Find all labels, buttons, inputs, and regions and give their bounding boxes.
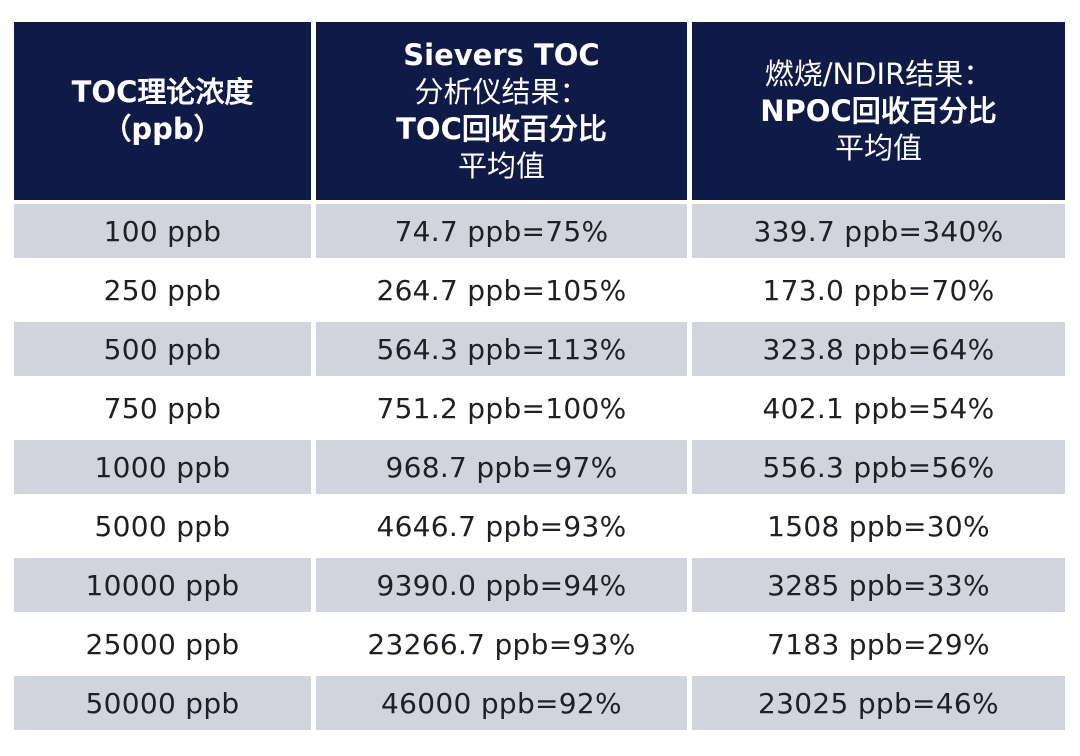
cell-theoretical: 25000 ppb [14,617,311,671]
cell-sievers-result: 968.7 ppb=97% [316,440,687,494]
cell-sievers-result: 4646.7 ppb=93% [316,499,687,553]
cell-theoretical: 5000 ppb [14,499,311,553]
cell-theoretical: 100 ppb [14,204,311,258]
cell-theoretical: 10000 ppb [14,558,311,612]
table-header: TOC理论浓度 （ppb） Sievers TOC 分析仪结果： TOC回收百分… [14,22,1065,200]
header-col3-line1: 燃烧/NDIR结果： [764,56,993,91]
cell-ndir-result: 323.8 ppb=64% [692,322,1065,376]
table-row: 50000 ppb 46000 ppb=92% 23025 ppb=46% [14,676,1065,730]
cell-ndir-result: 173.0 ppb=70% [692,263,1065,317]
cell-theoretical: 500 ppb [14,322,311,376]
cell-theoretical: 250 ppb [14,263,311,317]
header-col1-line1: TOC理论浓度 [71,75,254,109]
table-row: 10000 ppb 9390.0 ppb=94% 3285 ppb=33% [14,558,1065,612]
toc-comparison-table: TOC理论浓度 （ppb） Sievers TOC 分析仪结果： TOC回收百分… [14,22,1065,730]
header-col2-line4: 平均值 [457,149,545,183]
cell-sievers-result: 564.3 ppb=113% [316,322,687,376]
cell-ndir-result: 3285 ppb=33% [692,558,1065,612]
cell-ndir-result: 23025 ppb=46% [692,676,1065,730]
cell-ndir-result: 7183 ppb=29% [692,617,1065,671]
header-col3-line2: NPOC回收百分比 [760,93,997,128]
cell-sievers-result: 751.2 ppb=100% [316,381,687,435]
cell-ndir-result: 556.3 ppb=56% [692,440,1065,494]
table-row: 100 ppb 74.7 ppb=75% 339.7 ppb=340% [14,204,1065,258]
header-col2-line3: TOC回收百分比 [396,112,607,146]
table-row: 5000 ppb 4646.7 ppb=93% 1508 ppb=30% [14,499,1065,553]
cell-theoretical: 750 ppb [14,381,311,435]
cell-sievers-result: 9390.0 ppb=94% [316,558,687,612]
cell-theoretical: 50000 ppb [14,676,311,730]
header-sievers-toc-result: Sievers TOC 分析仪结果： TOC回收百分比 平均值 [316,22,687,200]
cell-ndir-result: 402.1 ppb=54% [692,381,1065,435]
header-toc-theoretical-concentration: TOC理论浓度 （ppb） [14,22,311,200]
table-row: 1000 ppb 968.7 ppb=97% 556.3 ppb=56% [14,440,1065,494]
cell-ndir-result: 1508 ppb=30% [692,499,1065,553]
cell-sievers-result: 74.7 ppb=75% [316,204,687,258]
table-row: 750 ppb 751.2 ppb=100% 402.1 ppb=54% [14,381,1065,435]
header-combustion-ndir-result: 燃烧/NDIR结果： NPOC回收百分比 平均值 [692,22,1065,200]
cell-sievers-result: 23266.7 ppb=93% [316,617,687,671]
cell-ndir-result: 339.7 ppb=340% [692,204,1065,258]
header-col2-line1: Sievers TOC [403,38,600,72]
header-col2-line2: 分析仪结果： [414,75,589,109]
header-col3-line3: 平均值 [834,130,922,165]
table-row: 25000 ppb 23266.7 ppb=93% 7183 ppb=29% [14,617,1065,671]
cell-sievers-result: 264.7 ppb=105% [316,263,687,317]
table-row: 250 ppb 264.7 ppb=105% 173.0 ppb=70% [14,263,1065,317]
header-col1-line2: （ppb） [102,112,223,146]
table-row: 500 ppb 564.3 ppb=113% 323.8 ppb=64% [14,322,1065,376]
cell-sievers-result: 46000 ppb=92% [316,676,687,730]
cell-theoretical: 1000 ppb [14,440,311,494]
